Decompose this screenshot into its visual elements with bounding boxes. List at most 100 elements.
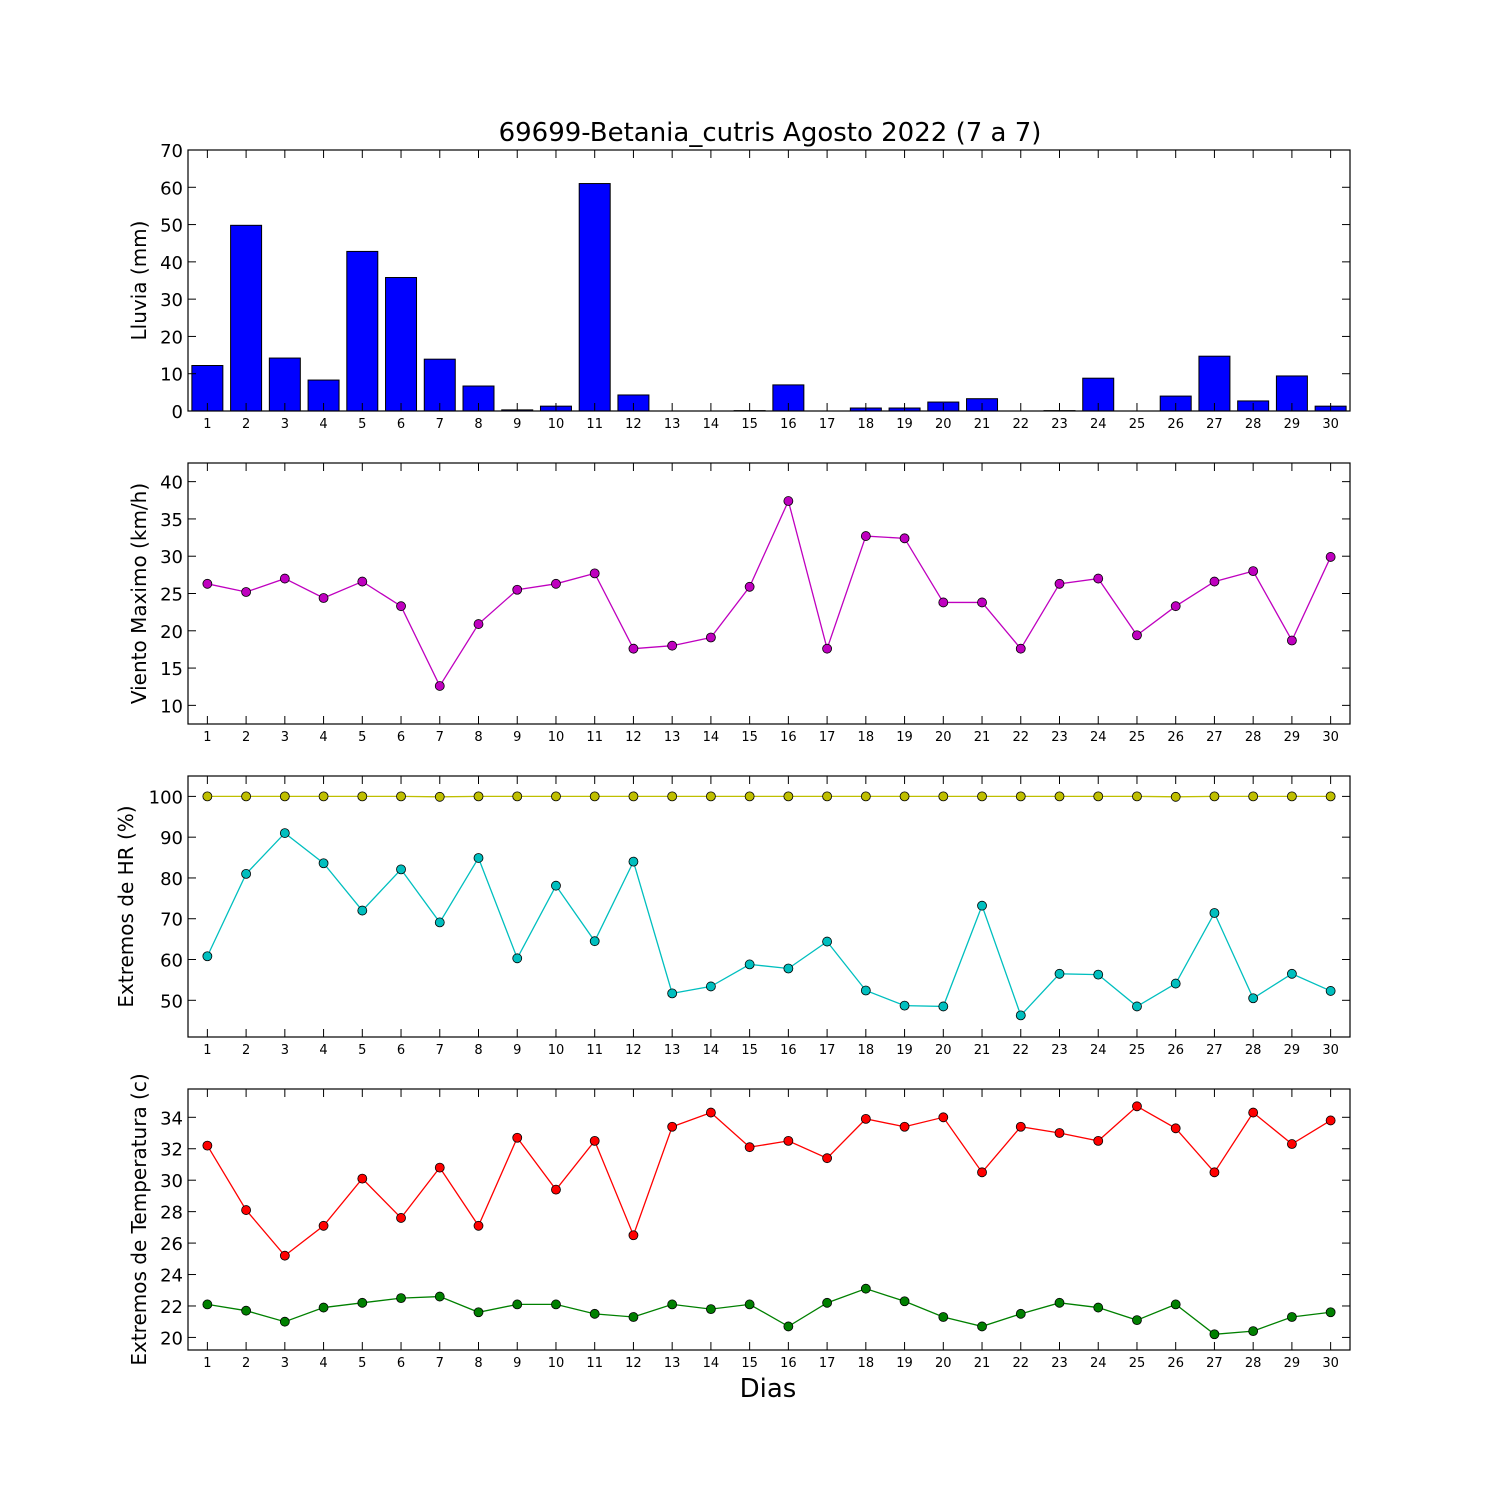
wind-series-0-point-day-21 xyxy=(977,597,987,608)
humidity-xtick-label: 2 xyxy=(242,1043,250,1058)
humidity-series-0-point-day-29 xyxy=(1287,791,1297,802)
temperature-xtick-label: 17 xyxy=(819,1356,836,1371)
humidity-series-1-point-day-21 xyxy=(977,900,987,911)
humidity-series-1-point-day-6 xyxy=(396,864,406,875)
humidity-plot-frame xyxy=(187,775,1351,1038)
humidity-series-0-point-day-17 xyxy=(822,791,832,802)
humidity-series-0-point-day-2 xyxy=(241,791,252,802)
humidity-series-0-point-day-7 xyxy=(434,791,445,802)
temperature-series-0-point-day-18 xyxy=(860,1113,871,1124)
wind-xtick-label: 1 xyxy=(203,730,211,745)
wind-xtick-label: 15 xyxy=(741,730,758,745)
humidity-series-0-point-day-21 xyxy=(977,791,987,802)
rain-ytick-label: 30 xyxy=(160,290,183,311)
temperature-series-0-point-day-1 xyxy=(202,1140,213,1151)
temperature-series-1-point-day-25 xyxy=(1132,1315,1142,1326)
humidity-series-0-point-day-9 xyxy=(512,791,523,802)
temperature-series-1-point-day-28 xyxy=(1248,1326,1259,1337)
humidity-series-0-point-day-16 xyxy=(783,791,794,802)
temperature-series-0-point-day-22 xyxy=(1015,1121,1026,1132)
temperature-series-1-point-day-4 xyxy=(318,1302,329,1313)
humidity-ytick-label: 80 xyxy=(160,869,183,890)
humidity-xtick-label: 9 xyxy=(513,1043,521,1058)
humidity-xtick-label: 11 xyxy=(586,1043,603,1058)
humidity-xtick-label: 19 xyxy=(896,1043,913,1058)
temperature-xtick-label: 9 xyxy=(513,1356,521,1371)
humidity-series-1-point-day-26 xyxy=(1170,978,1181,989)
rain-xtick-label: 14 xyxy=(703,417,720,432)
humidity-series-1-point-day-19 xyxy=(899,1000,910,1011)
wind-xtick-label: 9 xyxy=(513,730,521,745)
temperature-xtick-label: 7 xyxy=(436,1356,444,1371)
wind-series-0-point-day-22 xyxy=(1015,643,1026,654)
temperature-xtick-label: 18 xyxy=(858,1356,875,1371)
rain-xtick-label: 29 xyxy=(1284,417,1301,432)
wind-series-0-point-day-29 xyxy=(1287,635,1297,646)
humidity-series-0-point-day-11 xyxy=(589,791,600,802)
temperature-xtick-label: 3 xyxy=(281,1356,289,1371)
humidity-series-0-point-day-19 xyxy=(899,791,910,802)
humidity-series-0-point-day-5 xyxy=(357,791,368,802)
temperature-series-0-point-day-4 xyxy=(318,1220,329,1231)
temperature-xtick-label: 2 xyxy=(242,1356,250,1371)
humidity-ytick-label: 70 xyxy=(160,910,183,931)
humidity-series-1-point-day-7 xyxy=(434,917,445,928)
rain-xtick-label: 9 xyxy=(513,417,521,432)
temperature-series-1-point-day-21 xyxy=(977,1321,987,1332)
temperature-xtick-label: 12 xyxy=(625,1356,642,1371)
humidity-series-1-point-day-1 xyxy=(202,951,213,962)
humidity-series-1-point-day-8 xyxy=(473,853,484,863)
humidity-series-1-point-day-28 xyxy=(1248,993,1259,1004)
wind-ytick-label: 35 xyxy=(160,510,183,531)
wind-xtick-label: 2 xyxy=(242,730,250,745)
temperature-series-0-point-day-19 xyxy=(899,1121,910,1132)
humidity-xtick-label: 3 xyxy=(281,1043,289,1058)
humidity-series-1-point-day-24 xyxy=(1093,969,1104,980)
humidity-xtick-label: 5 xyxy=(358,1043,366,1058)
temperature-xtick-label: 16 xyxy=(780,1356,797,1371)
temperature-series-1-point-day-12 xyxy=(628,1312,639,1322)
humidity-series-0-point-day-12 xyxy=(628,791,639,802)
temperature-xtick-label: 4 xyxy=(319,1356,327,1371)
temperature-xtick-label: 24 xyxy=(1090,1356,1107,1371)
humidity-series-0-point-day-22 xyxy=(1015,791,1026,802)
wind-series-0-point-day-10 xyxy=(551,578,561,589)
rain-ytick-label: 50 xyxy=(160,216,183,237)
temperature-xtick-label: 13 xyxy=(664,1356,681,1371)
humidity-xtick-label: 27 xyxy=(1206,1043,1223,1058)
temperature-series-1-point-day-3 xyxy=(279,1316,290,1327)
rain-xtick-label: 7 xyxy=(436,417,444,432)
rain-bar-day-5 xyxy=(346,250,379,412)
temperature-series-0-point-day-21 xyxy=(977,1167,987,1178)
humidity-xtick-label: 13 xyxy=(664,1043,681,1058)
temperature-xtick-label: 8 xyxy=(474,1356,482,1371)
temperature-series-1-point-day-6 xyxy=(396,1293,406,1304)
rain-xtick-label: 10 xyxy=(548,417,565,432)
wind-series-0-point-day-24 xyxy=(1093,573,1104,584)
rain-xtick-label: 25 xyxy=(1129,417,1146,432)
temperature-series-1-point-day-10 xyxy=(551,1299,561,1310)
rain-xtick-label: 13 xyxy=(664,417,681,432)
temperature-series-0-point-day-8 xyxy=(473,1220,484,1231)
temperature-series-0-point-day-2 xyxy=(241,1205,252,1215)
rain-ytick-label: 10 xyxy=(160,365,183,386)
temperature-ytick-label: 20 xyxy=(160,1328,183,1349)
humidity-series-1-point-day-10 xyxy=(551,880,561,891)
rain-ytick-label: 40 xyxy=(160,253,183,274)
wind-xtick-label: 22 xyxy=(1012,730,1029,745)
humidity-xtick-label: 12 xyxy=(625,1043,642,1058)
humidity-xtick-label: 6 xyxy=(397,1043,405,1058)
temperature-xtick-label: 1 xyxy=(203,1356,211,1371)
temperature-ytick-label: 32 xyxy=(160,1140,183,1161)
humidity-series-0-point-day-30 xyxy=(1325,791,1336,802)
wind-xtick-label: 27 xyxy=(1206,730,1223,745)
temperature-series-1-point-day-13 xyxy=(667,1299,678,1310)
rain-xtick-label: 21 xyxy=(974,417,991,432)
humidity-series-1-point-day-16 xyxy=(783,963,794,974)
wind-xtick-label: 16 xyxy=(780,730,797,745)
temperature-series-0-point-day-29 xyxy=(1287,1139,1297,1149)
rain-xtick-label: 20 xyxy=(935,417,952,432)
wind-xtick-label: 11 xyxy=(586,730,603,745)
temperature-series-0-point-day-17 xyxy=(822,1153,832,1164)
